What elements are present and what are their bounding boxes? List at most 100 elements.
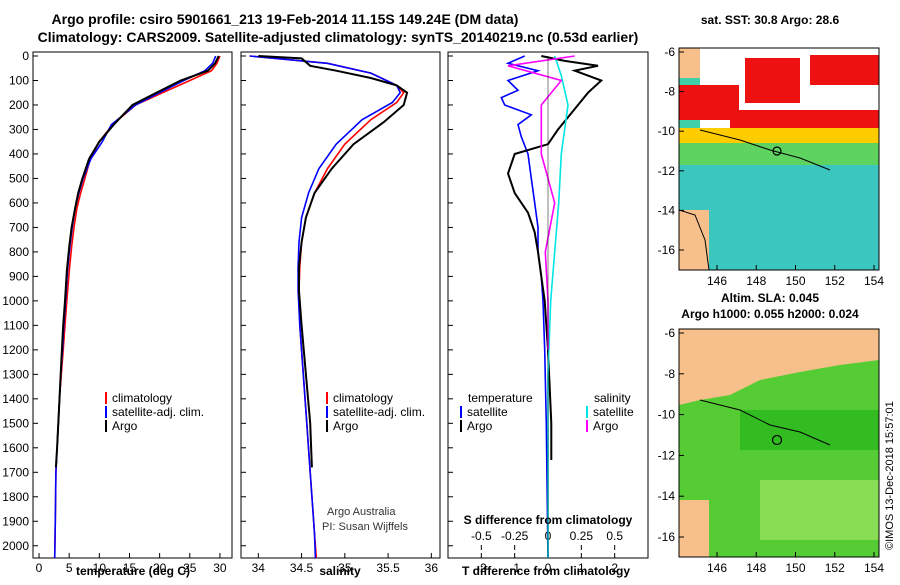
legend-temperature-title: temperature — [468, 391, 533, 405]
difference-legend-salinity: salinity satellite Argo — [586, 391, 634, 433]
lat-tick-label: -6 — [664, 45, 675, 59]
sst-coastline — [679, 209, 710, 270]
legend-s-argo: Argo — [593, 419, 619, 433]
series-line-argo — [258, 55, 409, 468]
altimetry-map: Altim. SLA: 0.045 Argo h1000: 0.055 h200… — [658, 291, 885, 575]
legend-satellite: satellite-adj. clim. — [112, 405, 204, 419]
legend-t-argo: Argo — [467, 419, 493, 433]
lat-tick-label: -8 — [664, 85, 675, 99]
difference-y-tickmarks — [448, 55, 453, 547]
lat-tick-label: -8 — [664, 367, 675, 381]
lat-tick-label: -12 — [658, 164, 676, 178]
depth-tick-label: 1600 — [2, 441, 29, 455]
sst-green-band — [679, 143, 879, 168]
sst-warm-patch — [679, 85, 739, 120]
depth-tick-labels: 0 100 200 300 400 500 600 700 800 900 1000 1100 1200… — [2, 49, 38, 553]
lat-tick-label: -10 — [658, 408, 676, 422]
altim-lat-ticks: -6 -8 -10 -12 -14 -16 — [658, 326, 684, 544]
figure-title-line1: Argo profile: csiro 5901661_213 19-Feb-2… — [52, 11, 519, 27]
lat-tick-label: -16 — [658, 530, 676, 544]
altim-high-sla — [740, 410, 879, 450]
argo-location-marker — [772, 146, 782, 156]
depth-tick-label: 500 — [9, 171, 29, 185]
temperature-xlabel: temperature (deg C) — [76, 564, 190, 578]
sst-cool-water — [679, 165, 879, 270]
depth-tick-label: 2000 — [2, 539, 29, 553]
lat-tick-label: -14 — [658, 489, 676, 503]
figure-title-line2: Climatology: CARS2009. Satellite-adjuste… — [38, 29, 639, 45]
temperature-legend: climatology satellite-adj. clim. Argo — [105, 391, 204, 433]
x-tick-label: 10 — [93, 561, 107, 575]
salinity-x-ticks: 34 34.5 35 35.5 36 — [252, 553, 438, 575]
x-tick-label: 15 — [123, 561, 137, 575]
x-tick-label: -1 — [509, 561, 520, 575]
lat-tick-label: -6 — [664, 326, 675, 340]
depth-tick-label: 800 — [9, 245, 29, 259]
lat-tick-label: -10 — [658, 124, 676, 138]
depth-tick-label: 400 — [9, 147, 29, 161]
depth-tick-label: 1400 — [2, 392, 29, 406]
x-tick-label: 30 — [213, 561, 227, 575]
lon-tick-label: 150 — [785, 274, 805, 288]
altim-map-frame — [678, 328, 880, 558]
lat-tick-label: -12 — [658, 448, 676, 462]
x-tick-label: 2 — [611, 561, 618, 575]
difference-series — [500, 55, 604, 558]
salinity-legend: climatology satellite-adj. clim. Argo — [326, 391, 425, 433]
temperature-x-ticks: 0 5 10 15 20 25 30 — [36, 553, 227, 575]
lon-tick-label: 152 — [825, 561, 845, 575]
difference-legend-temperature: temperature satellite Argo — [460, 391, 533, 433]
legend-argo: Argo — [112, 419, 138, 433]
credit-text: ©IMOS 13-Dec-2018 15:57:01 — [884, 401, 896, 550]
s-difference-xlabel: S difference from climatology — [464, 513, 633, 527]
depth-tick-label: 100 — [9, 73, 29, 87]
lon-tick-label: 152 — [825, 274, 845, 288]
salinity-panel: 34 34.5 35 35.5 36 salinity climatology sate… — [240, 51, 441, 578]
sst-coastline — [699, 129, 831, 171]
temperature-panel: 0100200300400500600700800900100011001200… — [2, 49, 233, 578]
legend-s-satellite: satellite — [593, 405, 634, 419]
depth-tick-label: 1800 — [2, 490, 29, 504]
sst-map-title: sat. SST: 30.8 Argo: 28.6 — [701, 13, 840, 27]
sst-land-australia — [679, 210, 709, 270]
difference-panel: -2 -1 0 1 2 -0.5 -0.25 0 0.25 0.5 T difference f… — [447, 51, 649, 578]
secondary-x-tick-label: -0.5 — [471, 529, 492, 543]
depth-tick-label: 600 — [9, 196, 29, 210]
x-tick-label: 34 — [252, 561, 266, 575]
lon-tick-label: 148 — [746, 561, 766, 575]
lon-tick-label: 150 — [785, 561, 805, 575]
lat-tick-label: -14 — [658, 203, 676, 217]
depth-tick-label: 300 — [9, 122, 29, 136]
altim-map-title-line1: Altim. SLA: 0.045 — [721, 291, 819, 305]
series-line-s-argo — [507, 55, 575, 350]
x-tick-label: 20 — [153, 561, 167, 575]
sst-warm-patch — [745, 58, 800, 103]
lon-tick-label: 148 — [746, 274, 766, 288]
lon-tick-label: 154 — [864, 274, 884, 288]
altim-land-australia — [679, 500, 709, 557]
lat-tick-label: -16 — [658, 243, 676, 257]
legend-salinity-title: salinity — [594, 391, 631, 405]
x-tick-label: 35 — [338, 561, 352, 575]
depth-tick-label: 200 — [9, 98, 29, 112]
lon-tick-label: 146 — [707, 561, 727, 575]
lon-tick-label: 154 — [864, 561, 884, 575]
sst-lat-ticks: -6 -8 -10 -12 -14 -16 — [658, 45, 684, 257]
annotation-pi: PI: Susan Wijffels — [322, 521, 408, 533]
legend-argo: Argo — [333, 419, 359, 433]
legend-climatology: climatology — [112, 391, 172, 405]
x-tick-label: 1 — [578, 561, 585, 575]
legend-satellite: satellite-adj. clim. — [333, 405, 425, 419]
altim-land-png — [679, 329, 879, 405]
secondary-x-tick-label: 0.5 — [606, 529, 623, 543]
depth-tick-label: 1900 — [2, 514, 29, 528]
series-line-t-satellite — [500, 55, 549, 558]
sst-lon-ticks: 146 148 150 152 154 — [707, 265, 884, 288]
altim-coastline — [699, 399, 831, 446]
temperature-axes-frame — [32, 51, 233, 559]
difference-x-ticks: -2 -1 0 1 2 — [476, 553, 618, 575]
series-line-satellite-adj-clim- — [249, 55, 402, 558]
x-tick-label: 35.5 — [376, 561, 400, 575]
depth-tick-label: 1500 — [2, 416, 29, 430]
sst-map: sat. SST: 30.8 Argo: 28.6 -6-8-10-12-14-… — [658, 13, 885, 288]
